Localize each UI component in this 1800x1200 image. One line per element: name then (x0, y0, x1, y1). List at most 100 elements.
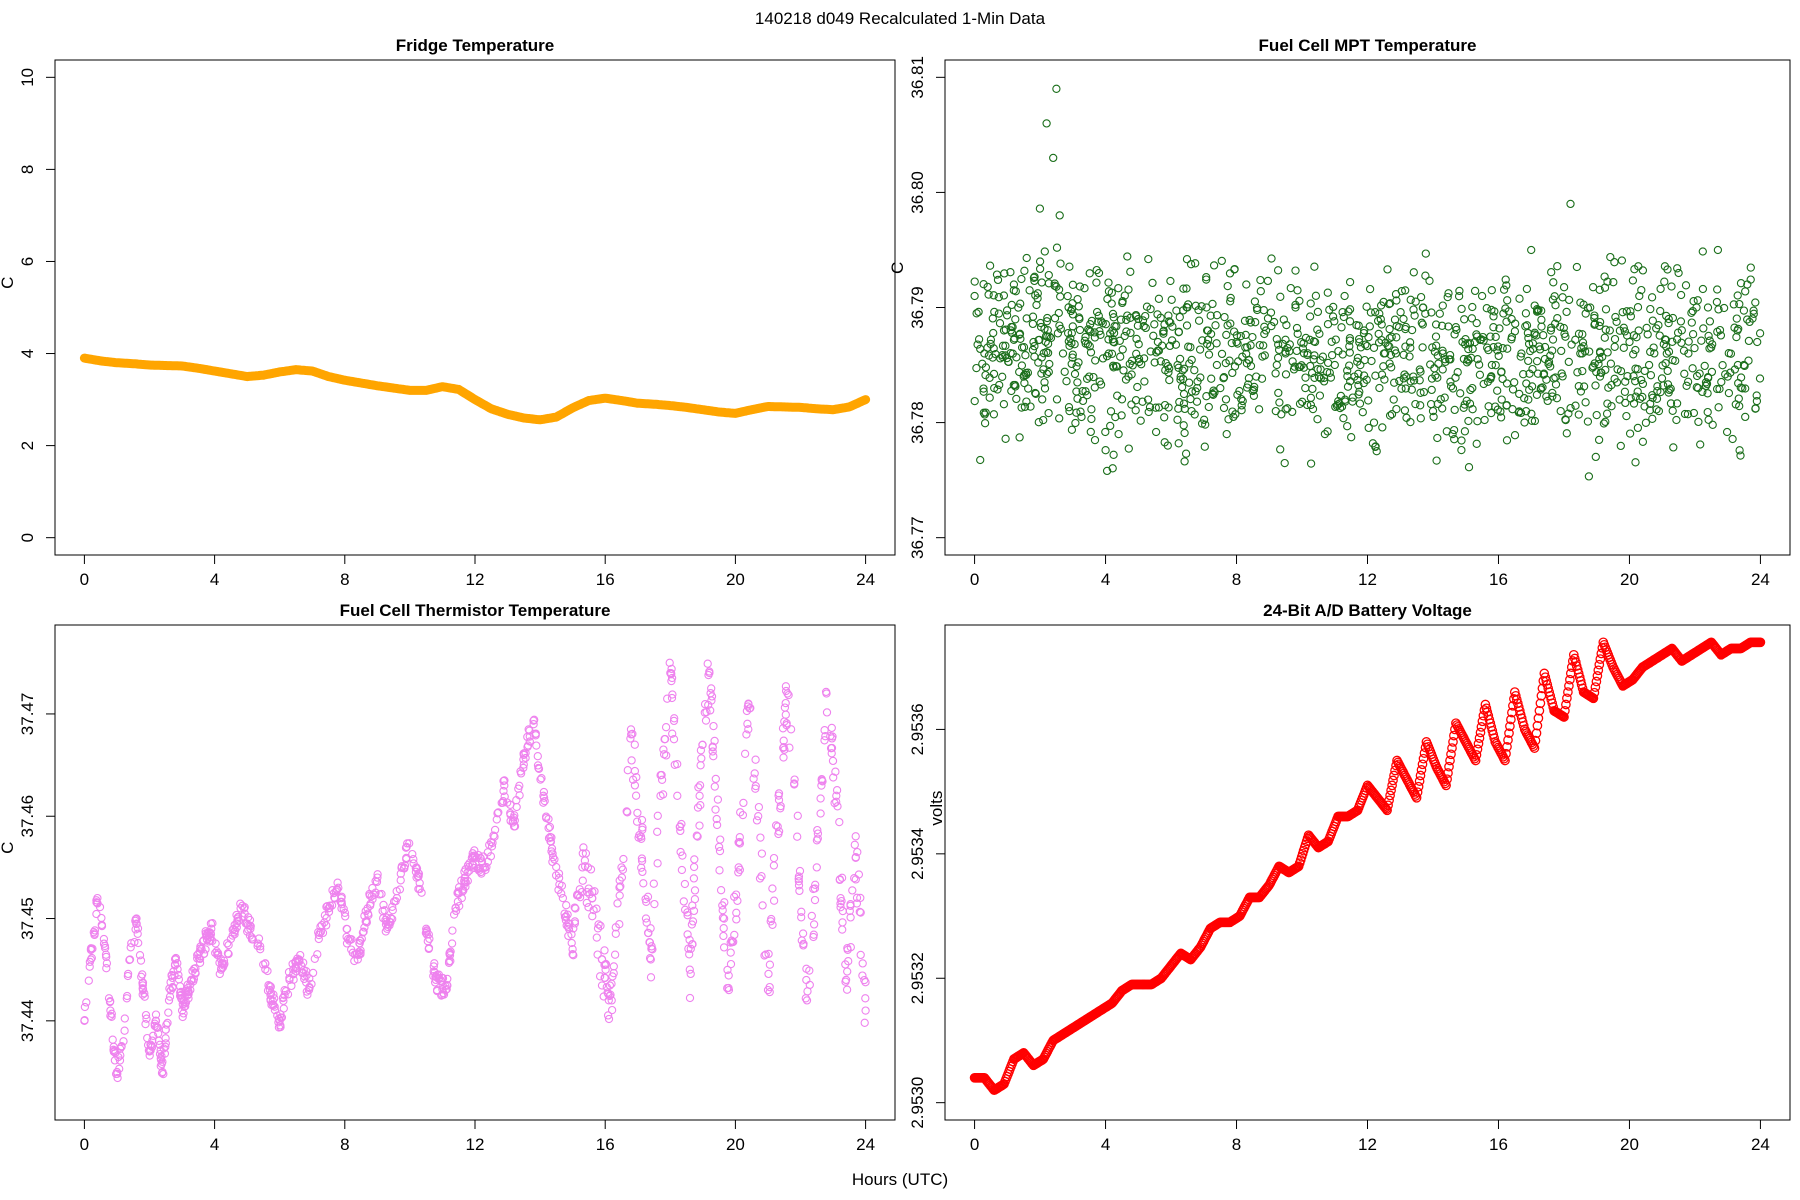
data-point (597, 981, 607, 990)
data-point (1589, 362, 1598, 371)
data-point (638, 825, 647, 834)
data-point (794, 872, 804, 881)
data-point (1306, 299, 1315, 308)
data-point (1551, 373, 1560, 382)
data-point (1034, 418, 1043, 427)
x-tick-label: 8 (340, 1135, 349, 1154)
data-point (1418, 320, 1427, 329)
data-point (1533, 369, 1543, 378)
data-point (618, 865, 628, 874)
data-point (223, 949, 233, 958)
data-point (812, 863, 821, 872)
data-point (1178, 366, 1187, 375)
data-point (1202, 273, 1211, 282)
data-point (1441, 780, 1451, 791)
data-point (1016, 299, 1025, 308)
data-point (999, 291, 1009, 300)
data-point (1029, 273, 1039, 282)
data-point (92, 898, 101, 907)
data-point (1572, 262, 1582, 272)
y-tick-label: 37.44 (18, 1000, 37, 1043)
data-point (1704, 331, 1713, 341)
data-point (1500, 755, 1510, 766)
data-point (380, 906, 389, 915)
data-point (1452, 325, 1461, 335)
data-point (1364, 396, 1373, 405)
data-point (1335, 399, 1344, 408)
data-point (976, 455, 985, 465)
data-point (1259, 341, 1268, 350)
data-point (1562, 429, 1571, 438)
data-point (135, 951, 145, 960)
data-point (1295, 399, 1305, 408)
data-point (1037, 278, 1046, 287)
data-point (667, 673, 677, 683)
y-axis-label: C (0, 842, 17, 854)
data-point (1431, 320, 1441, 329)
y-tick-label: 36.81 (908, 56, 927, 99)
data-point (683, 930, 692, 939)
data-point (1510, 431, 1520, 440)
data-point (998, 372, 1007, 381)
data-point (749, 774, 758, 783)
data-point (1562, 693, 1572, 704)
data-point (134, 938, 143, 948)
data-point (178, 1012, 187, 1022)
x-tick-label: 16 (1489, 1135, 1508, 1154)
data-point (1180, 364, 1189, 373)
data-point (1416, 367, 1425, 376)
y-axis-label: volts (927, 791, 946, 826)
y-tick-label: 2.9536 (908, 703, 927, 755)
data-point (1345, 336, 1355, 345)
data-point (1491, 361, 1500, 370)
data-point (1199, 415, 1209, 424)
data-point (1659, 340, 1668, 349)
data-point (300, 974, 309, 984)
data-point (1680, 409, 1690, 419)
data-point (1151, 427, 1161, 437)
data-point (786, 725, 796, 734)
data-point (1698, 247, 1707, 256)
data-point (781, 686, 791, 696)
data-point (1072, 408, 1081, 417)
data-point (1174, 327, 1184, 336)
data-point (1633, 365, 1642, 374)
data-point (705, 667, 714, 676)
data-point (827, 743, 837, 753)
data-point (1755, 637, 1766, 648)
data-point (1202, 339, 1212, 349)
data-point (1107, 299, 1116, 308)
data-point (1040, 378, 1049, 387)
data-point (1356, 343, 1366, 352)
data-point (1386, 785, 1396, 796)
data-point (1348, 397, 1357, 406)
data-point (1068, 322, 1077, 331)
data-point (1299, 363, 1309, 372)
x-tick-label: 24 (856, 570, 875, 589)
data-point (1499, 753, 1509, 764)
data-point (986, 339, 995, 349)
data-point (541, 812, 551, 821)
data-point (582, 898, 591, 908)
data-point (605, 991, 614, 1001)
data-point (1260, 329, 1269, 339)
data-point (850, 874, 859, 883)
data-point (1160, 320, 1169, 329)
data-point (1741, 287, 1750, 296)
data-point (1644, 360, 1654, 370)
data-point (1603, 399, 1612, 408)
data-point (972, 309, 981, 318)
data-point (111, 1048, 120, 1058)
data-point (702, 707, 711, 717)
data-point (1697, 336, 1706, 345)
data-point (1090, 435, 1100, 445)
data-point (430, 959, 439, 968)
data-point (1078, 386, 1087, 396)
data-point (607, 1005, 617, 1015)
data-point (279, 1004, 288, 1013)
data-point (1600, 333, 1609, 342)
data-point (1182, 321, 1192, 330)
data-point (1689, 408, 1699, 418)
data-point (1546, 326, 1556, 335)
data-point (1604, 383, 1613, 392)
